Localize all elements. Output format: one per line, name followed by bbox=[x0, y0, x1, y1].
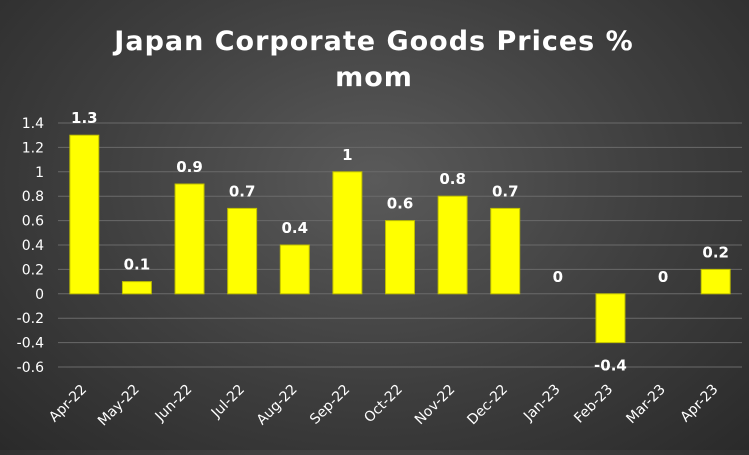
data-label: 0 bbox=[658, 268, 668, 286]
x-tick-label: Mar-23 bbox=[623, 382, 669, 428]
y-tick-label: 0.2 bbox=[22, 262, 44, 278]
y-tick-label: 1 bbox=[35, 165, 44, 181]
y-tick-label: 0 bbox=[35, 287, 44, 303]
bar bbox=[69, 134, 100, 295]
bar bbox=[595, 293, 626, 344]
bar bbox=[121, 281, 152, 295]
y-tick-label: -0.2 bbox=[17, 311, 44, 327]
y-tick-label: -0.6 bbox=[17, 360, 44, 376]
chart-title-line-2: mom bbox=[335, 62, 413, 93]
x-tick-label: May-22 bbox=[95, 382, 143, 430]
y-tick-label: 0.6 bbox=[22, 214, 44, 230]
x-tick-label: Sep-22 bbox=[307, 382, 353, 428]
data-label: 0.1 bbox=[124, 256, 151, 274]
bars bbox=[69, 134, 731, 344]
x-tick-label: Oct-22 bbox=[361, 382, 406, 427]
y-tick-label: 1.4 bbox=[22, 116, 44, 132]
x-tick-label: Aug-22 bbox=[254, 382, 301, 429]
x-tick-label: Dec-22 bbox=[464, 382, 511, 429]
x-tick-label: Apr-22 bbox=[46, 382, 90, 426]
y-tick-label: 0.4 bbox=[22, 238, 44, 254]
data-label: -0.4 bbox=[594, 357, 627, 375]
data-label: 0.9 bbox=[176, 158, 203, 176]
data-label: 0.8 bbox=[439, 170, 466, 188]
y-axis: -0.6 -0.4 -0.2 0 0.2 0.4 0.6 0.8 1 1.2 1.4 bbox=[17, 116, 44, 376]
x-tick-label: Jan-23 bbox=[520, 382, 563, 425]
bar bbox=[174, 183, 205, 295]
bar bbox=[700, 268, 731, 295]
y-tick-label: 1.2 bbox=[22, 140, 44, 156]
bar bbox=[332, 171, 363, 295]
bar bbox=[279, 244, 310, 295]
chart-title-line-1: Japan Corporate Goods Prices % bbox=[112, 26, 633, 57]
data-labels: 1.3 0.1 0.9 0.7 0.4 1 0.6 0.8 0.7 0 -0.4 0 0.2 bbox=[71, 109, 729, 374]
bar bbox=[490, 207, 521, 295]
bar bbox=[227, 207, 258, 295]
data-label: 0.7 bbox=[229, 182, 256, 200]
x-tick-label: Nov-22 bbox=[412, 382, 459, 429]
x-tick-label: Jun-22 bbox=[152, 382, 196, 426]
x-tick-label: Jul-22 bbox=[208, 382, 248, 422]
x-tick-label: Feb-23 bbox=[571, 382, 616, 427]
bar bbox=[385, 220, 415, 295]
data-label: 0 bbox=[553, 268, 563, 286]
y-tick-label: 0.8 bbox=[22, 189, 44, 205]
data-label: 1.3 bbox=[71, 109, 98, 127]
data-label: 0.2 bbox=[702, 243, 729, 261]
x-axis: Apr-22 May-22 Jun-22 Jul-22 Aug-22 Sep-22 Oct-… bbox=[46, 382, 721, 430]
x-tick-label: Apr-23 bbox=[678, 382, 722, 426]
y-tick-label: -0.4 bbox=[17, 336, 44, 352]
data-label: 0.4 bbox=[281, 219, 308, 237]
data-label: 0.6 bbox=[387, 195, 414, 213]
bar bbox=[437, 195, 468, 295]
data-label: 1 bbox=[342, 146, 352, 164]
data-label: 0.7 bbox=[492, 182, 519, 200]
